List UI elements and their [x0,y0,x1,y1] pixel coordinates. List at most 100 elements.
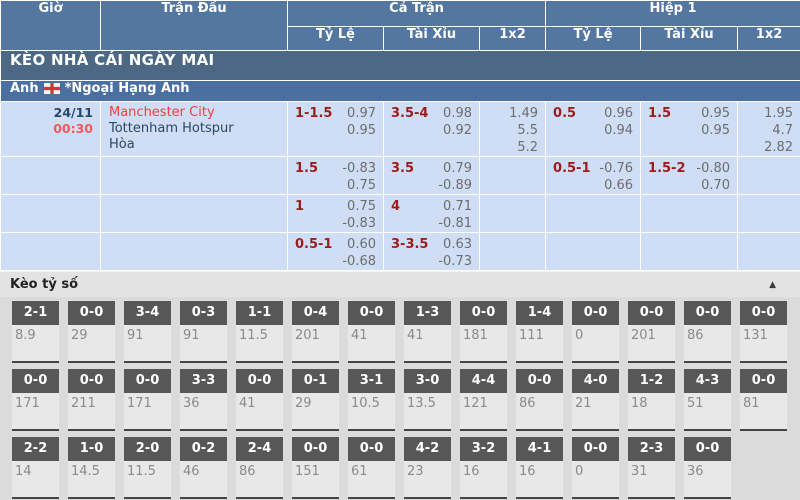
ft-overunder-cell[interactable]: 4 0.71 -0.81 [383,194,480,233]
odds-top[interactable]: 0.63 [443,237,472,252]
ft-handicap-cell[interactable]: 1-1.5 0.97 0.95 [287,101,384,157]
odds-2[interactable]: 5.2 [517,140,539,155]
overunder-line: 3.5 [391,161,415,176]
h1-1x2-cell[interactable]: 1.95 4.7 2.82 [737,101,800,157]
ft-1x2-cell[interactable]: 1.49 5.5 5.2 [478,101,547,157]
score-cell[interactable]: 1-0 14.5 [68,437,115,499]
score-label: 0-0 [236,369,283,393]
score-cell[interactable]: 0-0 131 [740,301,787,363]
score-cell[interactable]: 2-4 86 [236,437,283,499]
score-cell[interactable]: 0-0 201 [628,301,675,363]
score-cell[interactable]: 4-1 16 [516,437,563,499]
score-cell[interactable]: 2-2 14 [12,437,59,499]
ft-overunder-cell[interactable]: 3-3.5 0.63 -0.73 [383,232,480,271]
odds-bottom[interactable]: -0.89 [438,178,472,193]
odds-top[interactable]: -0.83 [342,161,376,176]
score-cell[interactable]: 1-1 11.5 [236,301,283,363]
score-cell[interactable]: 3-0 13.5 [404,369,451,431]
h1-handicap-cell[interactable]: 0.5 0.96 0.94 [545,101,642,157]
correct-score-header[interactable]: Kèo tỷ số ▲ [0,271,800,297]
score-cell[interactable]: 0-0 0 [572,301,619,363]
match-cell[interactable]: Manchester City Tottenham Hotspur Hòa [100,101,288,157]
odds-bottom[interactable]: 0.75 [347,178,376,193]
odds-bottom[interactable]: 0.95 [701,123,731,138]
score-cell[interactable]: 4-3 51 [684,369,731,431]
odds-top[interactable]: 0.79 [443,161,472,176]
odds-top[interactable]: -0.76 [599,161,634,176]
odds-bottom[interactable]: 0.70 [701,178,731,193]
score-cell[interactable]: 4-0 21 [572,369,619,431]
score-cell[interactable]: 0-0 86 [684,301,731,363]
score-cell[interactable]: 2-1 8.9 [12,301,59,363]
odds-top[interactable]: 0.75 [347,199,376,214]
odds-top[interactable]: 0.60 [347,237,376,252]
odds-1[interactable]: 1.49 [509,106,539,121]
score-cell[interactable]: 3-2 16 [460,437,507,499]
score-odds-value: 41 [236,393,283,431]
score-cell[interactable]: 1-2 18 [628,369,675,431]
score-cell[interactable]: 0-0 151 [292,437,339,499]
score-cell[interactable]: 0-0 29 [68,301,115,363]
odds-bottom[interactable]: 0.94 [604,123,634,138]
score-cell[interactable]: 0-4 201 [292,301,339,363]
odds-top[interactable]: 0.98 [443,106,472,121]
score-cell[interactable]: 4-2 23 [404,437,451,499]
odds-bottom[interactable]: -0.81 [438,216,472,231]
score-cell[interactable]: 0-0 171 [12,369,59,431]
score-label: 2-4 [236,437,283,461]
odds-bottom[interactable]: -0.83 [342,216,376,231]
score-cell[interactable]: 2-0 11.5 [124,437,171,499]
odds-bottom[interactable]: -0.68 [342,254,376,269]
score-cell[interactable]: 1-4 111 [516,301,563,363]
score-cell[interactable]: 0-0 86 [516,369,563,431]
handicap-line: 1-1.5 [295,106,333,121]
score-cell[interactable]: 4-4 121 [460,369,507,431]
score-cell[interactable]: 0-0 36 [684,437,731,499]
odds-2[interactable]: 2.82 [764,140,794,155]
h1-overunder-cell[interactable]: 1.5 0.95 0.95 [640,101,739,157]
score-cell[interactable]: 0-0 0 [572,437,619,499]
score-cell[interactable]: 0-0 61 [348,437,395,499]
ft-overunder-cell[interactable]: 3.5-4 0.98 0.92 [383,101,480,157]
ft-overunder-cell[interactable]: 3.5 0.79 -0.89 [383,156,480,195]
odds-x[interactable]: 5.5 [517,123,539,138]
score-cell[interactable]: 3-3 36 [180,369,227,431]
odds-bottom[interactable]: -0.73 [438,254,472,269]
odds-top[interactable]: 0.95 [701,106,731,121]
odds-top[interactable]: -0.80 [696,161,731,176]
score-cell[interactable]: 0-3 91 [180,301,227,363]
score-cell[interactable]: 0-0 41 [348,301,395,363]
match-cell [100,194,288,233]
home-team[interactable]: Manchester City [109,105,215,120]
score-cell[interactable]: 0-0 211 [68,369,115,431]
odds-bottom[interactable]: 0.95 [347,123,376,138]
collapse-icon[interactable]: ▲ [769,279,776,290]
score-cell[interactable]: 0-0 81 [740,369,787,431]
odds-top[interactable]: 0.96 [604,106,634,121]
score-cell[interactable]: 0-1 29 [292,369,339,431]
league-header[interactable]: Anh *Ngoại Hạng Anh [0,80,800,102]
score-cell[interactable]: 1-3 41 [404,301,451,363]
ft-handicap-cell[interactable]: 0.5-1 0.60 -0.68 [287,232,384,271]
ft-handicap-cell[interactable]: 1.5 -0.83 0.75 [287,156,384,195]
score-cell[interactable]: 2-3 31 [628,437,675,499]
score-cell[interactable]: 0-2 46 [180,437,227,499]
h1-handicap-cell[interactable]: 0.5-1 -0.76 0.66 [545,156,642,195]
odds-top[interactable]: 0.71 [443,199,472,214]
h1-overunder-cell[interactable]: 1.5-2 -0.80 0.70 [640,156,739,195]
odds-top[interactable]: 0.97 [347,106,376,121]
score-label: 0-0 [68,301,115,325]
odds-bottom[interactable]: 0.92 [443,123,472,138]
score-cell[interactable]: 0-0 171 [124,369,171,431]
odds-1[interactable]: 1.95 [764,106,794,121]
score-label: 0-0 [292,437,339,461]
score-cell[interactable]: 0-0 181 [460,301,507,363]
score-cell[interactable]: 3-4 91 [124,301,171,363]
draw-label[interactable]: Hòa [109,137,135,152]
score-cell[interactable]: 0-0 41 [236,369,283,431]
odds-bottom[interactable]: 0.66 [604,178,634,193]
ft-handicap-cell[interactable]: 1 0.75 -0.83 [287,194,384,233]
away-team[interactable]: Tottenham Hotspur [109,121,234,136]
odds-x[interactable]: 4.7 [772,123,794,138]
score-cell[interactable]: 3-1 10.5 [348,369,395,431]
